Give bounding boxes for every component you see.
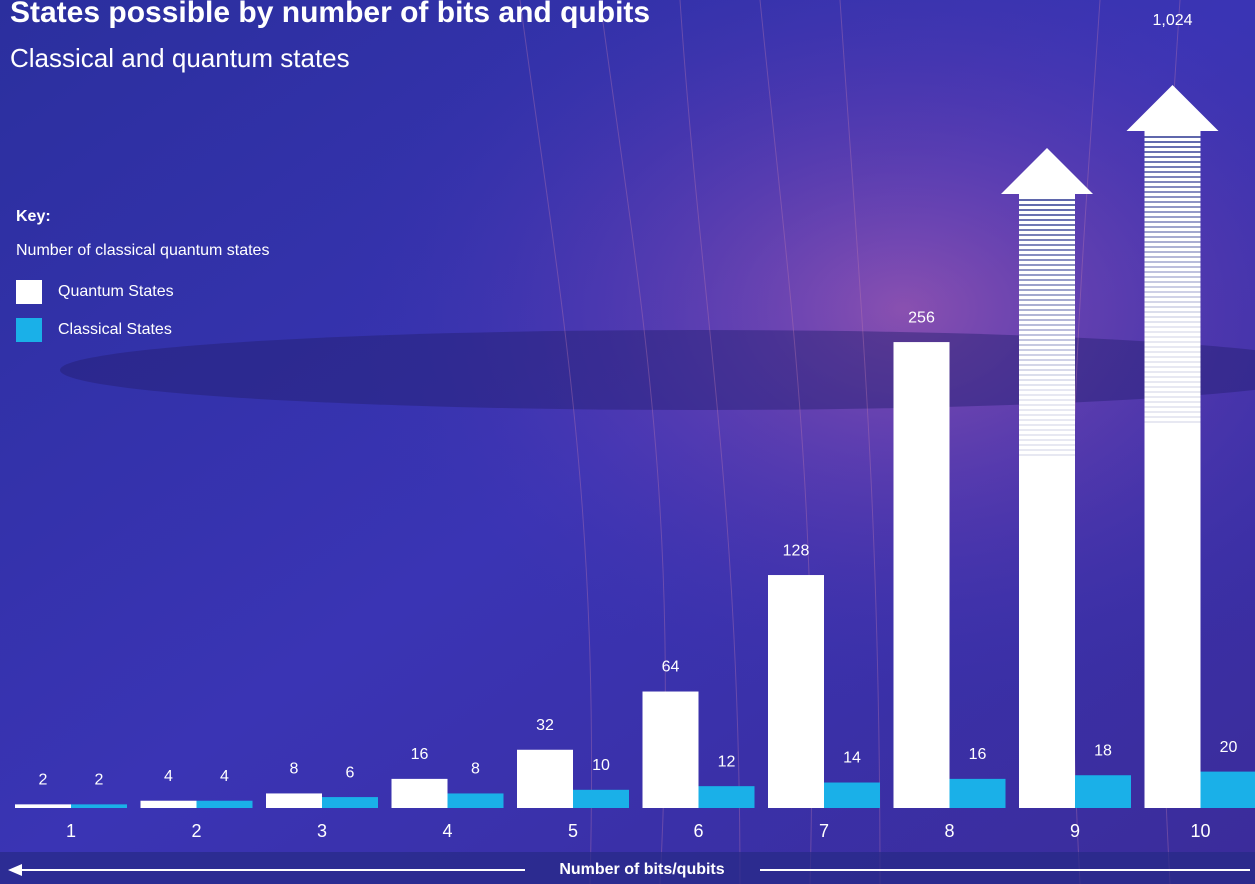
background-disc — [60, 330, 1255, 410]
legend-label: Classical States — [58, 321, 172, 338]
bar — [196, 800, 253, 808]
data-label: 2 — [39, 772, 48, 789]
data-label: 513 — [1034, 165, 1061, 182]
data-label: 256 — [908, 309, 935, 326]
bar — [573, 789, 629, 808]
bar — [1200, 771, 1255, 808]
bar — [266, 793, 322, 808]
data-label: 10 — [592, 757, 610, 774]
x-tick-label: 10 — [1190, 821, 1210, 841]
x-axis-label: Number of bits/qubits — [559, 861, 724, 878]
key-label: Number of classical quantum states — [16, 242, 269, 259]
bar — [698, 786, 755, 808]
bar — [949, 778, 1006, 808]
axis-band — [0, 852, 1255, 884]
data-label: 32 — [536, 717, 554, 734]
bar — [71, 804, 127, 808]
bar — [1019, 194, 1075, 808]
x-tick-label: 4 — [442, 821, 452, 841]
data-label: 4 — [164, 768, 173, 785]
data-label: 12 — [718, 753, 736, 770]
chart-subtitle: Classical and quantum states — [10, 43, 350, 73]
bar — [1075, 775, 1131, 808]
legend-label: Quantum States — [58, 283, 174, 300]
x-tick-label: 5 — [568, 821, 578, 841]
bar — [517, 749, 573, 808]
bar — [140, 800, 197, 808]
data-label: 16 — [969, 746, 987, 763]
x-tick-label: 1 — [66, 821, 76, 841]
legend-swatch — [16, 280, 42, 304]
data-label: 1,024 — [1152, 12, 1192, 29]
data-label: 128 — [783, 542, 810, 559]
key-title: Key: — [16, 208, 51, 225]
bar — [642, 691, 699, 808]
x-tick-label: 6 — [693, 821, 703, 841]
bar — [1144, 131, 1201, 808]
x-tick-label: 9 — [1070, 821, 1080, 841]
data-label: 18 — [1094, 742, 1112, 759]
data-label: 20 — [1220, 739, 1238, 756]
x-tick-label: 3 — [317, 821, 327, 841]
data-label: 14 — [843, 750, 861, 767]
chart-title: States possible by number of bits and qu… — [10, 0, 650, 29]
data-label: 16 — [411, 746, 429, 763]
bar-arrow-head — [1126, 85, 1219, 131]
bar — [447, 793, 504, 808]
x-tick-label: 8 — [944, 821, 954, 841]
bar — [391, 778, 448, 808]
x-tick-label: 2 — [191, 821, 201, 841]
bar — [893, 342, 950, 808]
legend-swatch — [16, 318, 42, 342]
data-label: 4 — [220, 768, 229, 785]
data-label: 8 — [471, 761, 480, 778]
data-label: 8 — [290, 761, 299, 778]
data-label: 6 — [346, 764, 355, 781]
bar — [322, 797, 378, 808]
bar — [768, 575, 824, 808]
axis-arrow-head — [8, 864, 22, 876]
bar — [15, 804, 71, 808]
data-label: 2 — [95, 772, 104, 789]
data-label: 64 — [662, 659, 680, 676]
bar — [824, 782, 880, 808]
bar-arrow-head — [1001, 148, 1093, 194]
x-tick-label: 7 — [819, 821, 829, 841]
